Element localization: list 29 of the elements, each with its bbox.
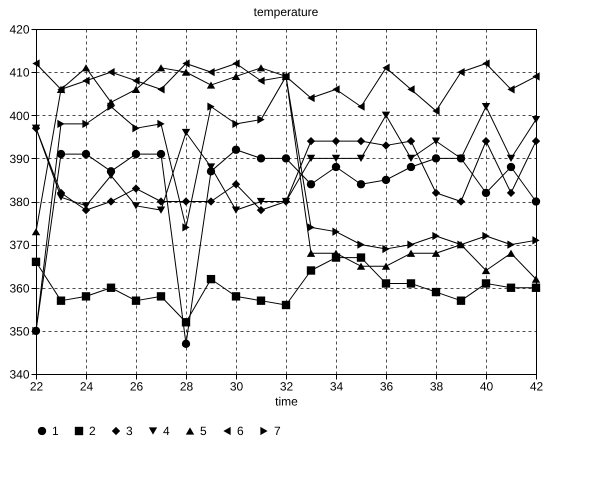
x-tick-label: 36 <box>380 380 394 394</box>
x-tick-label: 26 <box>130 380 144 394</box>
x-tick-label: 30 <box>230 380 244 394</box>
y-tick-label: 360 <box>9 281 30 296</box>
legend-label: 4 <box>163 424 170 438</box>
y-tick-label: 370 <box>9 238 30 252</box>
x-tick-label: 28 <box>180 380 194 394</box>
legend-label: 5 <box>200 424 207 438</box>
y-tick-label: 410 <box>9 66 30 80</box>
x-tick-label: 40 <box>480 380 494 394</box>
legend-label: 3 <box>126 424 133 438</box>
x-tick-label: 24 <box>80 380 94 394</box>
y-tick-label: 380 <box>9 195 30 209</box>
chart-title: temperature <box>254 5 319 19</box>
x-tick-label: 34 <box>330 380 344 394</box>
x-axis-title: time <box>275 394 298 408</box>
x-tick-label: 22 <box>30 380 44 394</box>
y-tick-label: 420 <box>9 22 30 36</box>
y-tick-label: 340 <box>9 368 30 382</box>
y-tick-label: 350 <box>9 324 30 338</box>
x-tick-label: 42 <box>530 380 544 394</box>
x-tick-label: 32 <box>280 380 294 394</box>
legend-label: 7 <box>274 424 281 438</box>
legend-label: 1 <box>52 424 59 438</box>
y-tick-label: 390 <box>9 152 30 166</box>
legend-label: 2 <box>89 424 96 438</box>
y-tick-label: 400 <box>9 108 30 123</box>
x-tick-label: 38 <box>430 380 444 394</box>
legend-label: 6 <box>237 424 244 438</box>
